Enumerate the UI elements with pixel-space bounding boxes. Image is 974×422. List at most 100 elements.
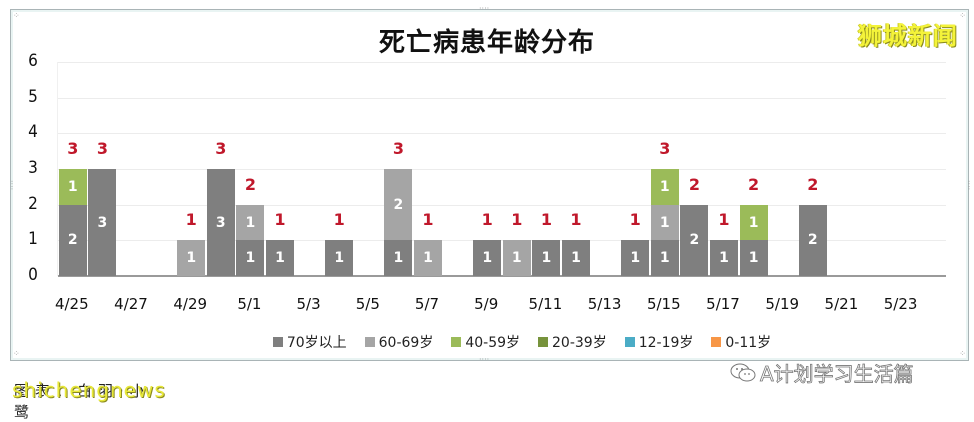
total-label: 3 bbox=[215, 139, 227, 158]
bar-5/9[interactable]: 1 bbox=[473, 240, 502, 276]
bar-segment-70+[interactable]: 1 bbox=[532, 240, 561, 276]
bar-5/20[interactable]: 2 bbox=[798, 204, 827, 276]
bar-segment-40-59[interactable]: 1 bbox=[650, 169, 679, 205]
legend-label: 0-11岁 bbox=[725, 335, 772, 351]
bar-4/26[interactable]: 3 bbox=[88, 169, 117, 276]
legend-item[interactable]: 12-19岁 bbox=[624, 332, 694, 352]
bar-segment-70+[interactable]: 3 bbox=[206, 169, 235, 276]
x-tick-label: 5/15 bbox=[646, 295, 681, 313]
bar-segment-70+[interactable]: 3 bbox=[88, 169, 117, 276]
x-tick-label: 5/19 bbox=[765, 295, 800, 313]
resize-handle-top-left[interactable]: ⁘ bbox=[13, 11, 20, 20]
bar-segment-60-69[interactable]: 1 bbox=[177, 240, 206, 276]
source-badge: A计划学习生活篇 bbox=[730, 358, 914, 387]
x-tick-label: 4/27 bbox=[114, 295, 148, 313]
bar-segment-60-69[interactable]: 1 bbox=[236, 204, 265, 241]
chart-title: 死亡病患年龄分布 bbox=[378, 28, 595, 58]
bar-segment-40-59[interactable]: 1 bbox=[739, 204, 768, 241]
total-label: 2 bbox=[807, 174, 819, 194]
legend-label: 70岁以上 bbox=[286, 335, 347, 351]
total-label: 2 bbox=[244, 174, 256, 194]
bar-segment-70+[interactable]: 2 bbox=[798, 204, 827, 276]
y-tick-label: 6 bbox=[28, 51, 38, 71]
resize-handle-bottom-left[interactable]: ⁘ bbox=[13, 349, 20, 358]
legend-swatch bbox=[272, 337, 283, 347]
bar-5/12[interactable]: 1 bbox=[562, 240, 590, 276]
bar-5/2[interactable]: 1 bbox=[266, 240, 294, 276]
bar-segment-40-59[interactable]: 1 bbox=[58, 169, 87, 205]
resize-handle-top-right[interactable]: ⁘ bbox=[959, 11, 966, 20]
bar-segment-70+[interactable]: 1 bbox=[325, 240, 354, 276]
total-label: 1 bbox=[570, 210, 582, 230]
resize-handle-bottom[interactable]: ···· bbox=[479, 355, 490, 364]
legend-item[interactable]: 20-39岁 bbox=[538, 332, 607, 352]
gridline bbox=[58, 133, 946, 135]
bar-segment-70+[interactable]: 1 bbox=[710, 240, 738, 276]
bar-segment-70+[interactable]: 2 bbox=[680, 204, 709, 276]
gridline bbox=[58, 204, 946, 206]
resize-handle-bottom-right[interactable]: ⁘ bbox=[959, 349, 966, 358]
y-tick-label: 0 bbox=[28, 265, 38, 285]
x-tick-label: 5/5 bbox=[355, 295, 380, 313]
bar-segment-70+[interactable]: 1 bbox=[236, 240, 265, 276]
resize-handle-left[interactable]: ···· bbox=[7, 180, 16, 191]
bar-5/11[interactable]: 1 bbox=[532, 240, 561, 276]
bar-segment-70+[interactable]: 1 bbox=[650, 240, 679, 276]
gridline bbox=[58, 97, 946, 99]
bar-segment-70+[interactable]: 1 bbox=[266, 240, 294, 276]
legend-item[interactable]: 70岁以上 bbox=[272, 332, 347, 352]
bar-segment-70+[interactable]: 1 bbox=[562, 240, 590, 276]
bar-5/14[interactable]: 1 bbox=[621, 240, 650, 276]
total-label: 2 bbox=[688, 174, 700, 194]
legend-label: 60-69岁 bbox=[378, 335, 434, 351]
bar-5/4[interactable]: 1 bbox=[325, 240, 354, 276]
x-tick-label: 4/25 bbox=[54, 295, 89, 313]
bar-segment-60-69[interactable]: 1 bbox=[502, 240, 531, 276]
bar-segment-70+[interactable]: 1 bbox=[739, 240, 768, 276]
y-tick-label: 2 bbox=[28, 193, 38, 214]
bar-segment-60-69[interactable]: 2 bbox=[384, 169, 413, 241]
resize-handle-right[interactable]: ···· bbox=[964, 180, 973, 191]
bar-segment-70+[interactable]: 1 bbox=[473, 240, 502, 276]
y-tick-label: 4 bbox=[28, 122, 38, 143]
footer-watermark-text: shichengnews bbox=[12, 378, 166, 402]
bar-segment-70+[interactable]: 1 bbox=[621, 240, 650, 276]
total-label: 1 bbox=[333, 210, 345, 230]
resize-handle-top[interactable]: ···· bbox=[479, 4, 490, 13]
legend-item[interactable]: 0-11岁 bbox=[711, 332, 771, 352]
y-tick-label: 3 bbox=[28, 158, 38, 178]
x-tick-label: 5/9 bbox=[474, 295, 499, 313]
bar-4/29[interactable]: 1 bbox=[177, 240, 206, 276]
bar-segment-70+[interactable]: 1 bbox=[384, 240, 413, 276]
total-label: 3 bbox=[67, 139, 79, 158]
bar-5/17[interactable]: 1 bbox=[710, 240, 738, 276]
bar-5/10[interactable]: 1 bbox=[502, 240, 531, 276]
bar-segment-60-69[interactable]: 1 bbox=[414, 240, 442, 276]
legend-item[interactable]: 40-59岁 bbox=[451, 332, 520, 352]
x-tick-label: 5/11 bbox=[528, 295, 563, 313]
x-tick-label: 5/13 bbox=[587, 295, 622, 313]
bar-segment-70+[interactable]: 2 bbox=[58, 204, 87, 276]
total-label: 3 bbox=[659, 139, 671, 158]
bar-4/30[interactable]: 3 bbox=[206, 169, 235, 276]
wechat-icon bbox=[730, 363, 756, 383]
x-tick-label: 5/23 bbox=[883, 295, 918, 313]
x-tick-label: 5/1 bbox=[237, 295, 262, 313]
bar-5/7[interactable]: 1 bbox=[414, 240, 442, 276]
bar-5/16[interactable]: 2 bbox=[680, 204, 709, 276]
y-tick-label: 1 bbox=[28, 229, 38, 250]
total-label: 1 bbox=[481, 210, 493, 230]
bar-segment-60-69[interactable]: 1 bbox=[650, 204, 679, 241]
total-label: 1 bbox=[540, 210, 552, 230]
legend-label: 12-19岁 bbox=[638, 335, 694, 351]
chart-frame[interactable]: ⁘ ···· ⁘ ···· ···· ⁘ ···· ⁘ bbox=[7, 5, 973, 364]
x-tick-label: 5/17 bbox=[706, 295, 740, 313]
legend-item[interactable]: 60-69岁 bbox=[364, 332, 434, 352]
x-tick-label: 5/3 bbox=[296, 295, 321, 313]
